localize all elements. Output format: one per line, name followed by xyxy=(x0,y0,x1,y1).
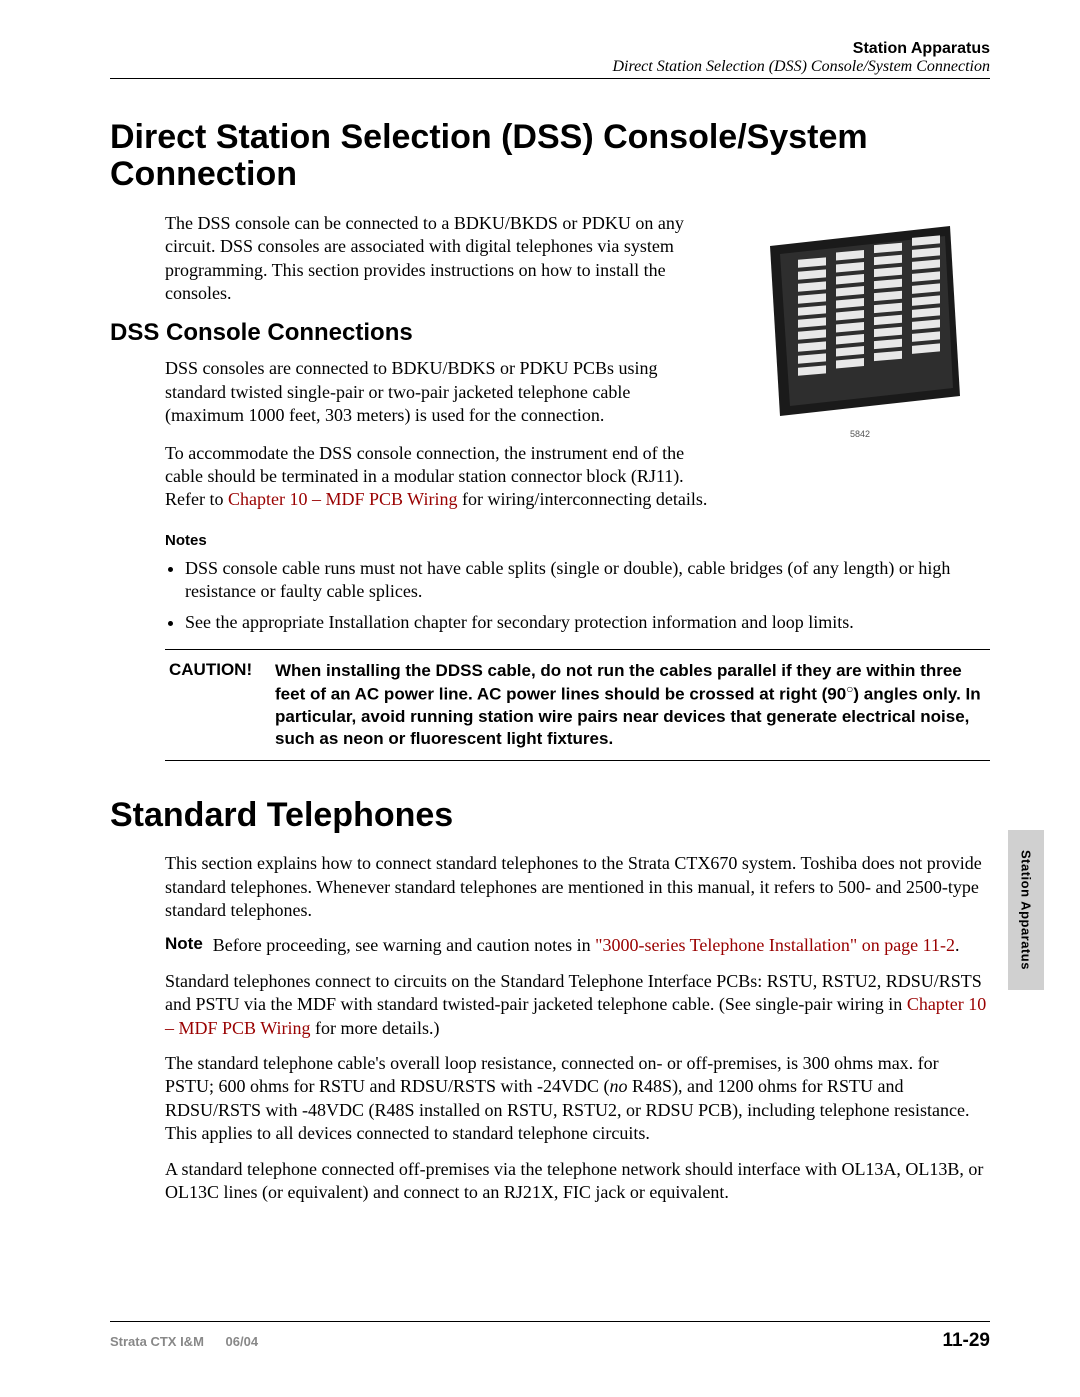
section2-p2: Standard telephones connect to circuits … xyxy=(165,970,990,1040)
footer-date: 06/04 xyxy=(226,1334,259,1349)
section2-p2-b: for more details.) xyxy=(310,1018,439,1038)
section2-p4: A standard telephone connected off-premi… xyxy=(165,1158,990,1205)
image-caption: 5842 xyxy=(730,429,990,439)
dss-console-illustration xyxy=(750,216,970,426)
section1-intro: The DSS console can be connected to a BD… xyxy=(165,212,710,306)
console-image: 5842 xyxy=(730,212,990,439)
page-footer: Strata CTX I&M 06/04 11-29 xyxy=(110,1321,990,1352)
section1-subheading: DSS Console Connections xyxy=(110,319,710,347)
section2-p2-a: Standard telephones connect to circuits … xyxy=(165,971,982,1014)
page-header: Station Apparatus Direct Station Selecti… xyxy=(110,40,990,79)
notes-label: Notes xyxy=(165,532,990,549)
header-subtitle: Direct Station Selection (DSS) Console/S… xyxy=(110,58,990,79)
note-text-b: . xyxy=(955,935,960,955)
note-text-a: Before proceeding, see warning and cauti… xyxy=(213,935,595,955)
section1-p1: DSS consoles are connected to BDKU/BDKS … xyxy=(165,357,710,427)
note-item: DSS console cable runs must not have cab… xyxy=(185,557,990,604)
side-tab-label: Station Apparatus xyxy=(1019,850,1034,970)
side-tab: Station Apparatus xyxy=(1008,830,1044,990)
caution-block: CAUTION! When installing the DDSS cable,… xyxy=(165,649,990,761)
inline-note: Note Before proceeding, see warning and … xyxy=(165,934,990,957)
install-link[interactable]: "3000-series Telephone Installation" on … xyxy=(595,935,955,955)
chapter10-link[interactable]: Chapter 10 – MDF PCB Wiring xyxy=(228,489,457,509)
caution-text: When installing the DDSS cable, do not r… xyxy=(275,660,990,750)
caution-label: CAUTION! xyxy=(165,660,275,750)
footer-left: Strata CTX I&M 06/04 xyxy=(110,1334,258,1349)
footer-doc: Strata CTX I&M xyxy=(110,1334,204,1349)
section1-p2: To accommodate the DSS console connectio… xyxy=(165,442,710,512)
section1-p2-b: for wiring/interconnecting details. xyxy=(457,489,707,509)
header-title: Station Apparatus xyxy=(110,40,990,58)
section2-heading: Standard Telephones xyxy=(110,797,990,834)
notes-list: DSS console cable runs must not have cab… xyxy=(165,557,990,635)
footer-page: 11-29 xyxy=(942,1330,990,1352)
note-item: See the appropriate Installation chapter… xyxy=(185,611,990,634)
section2-p3-em: no xyxy=(610,1076,628,1096)
section2-p3: The standard telephone cable's overall l… xyxy=(165,1052,990,1146)
note-label: Note xyxy=(165,934,203,957)
note-text: Before proceeding, see warning and cauti… xyxy=(213,934,960,957)
section2-p1: This section explains how to connect sta… xyxy=(165,852,990,922)
section1-heading: Direct Station Selection (DSS) Console/S… xyxy=(110,119,990,194)
